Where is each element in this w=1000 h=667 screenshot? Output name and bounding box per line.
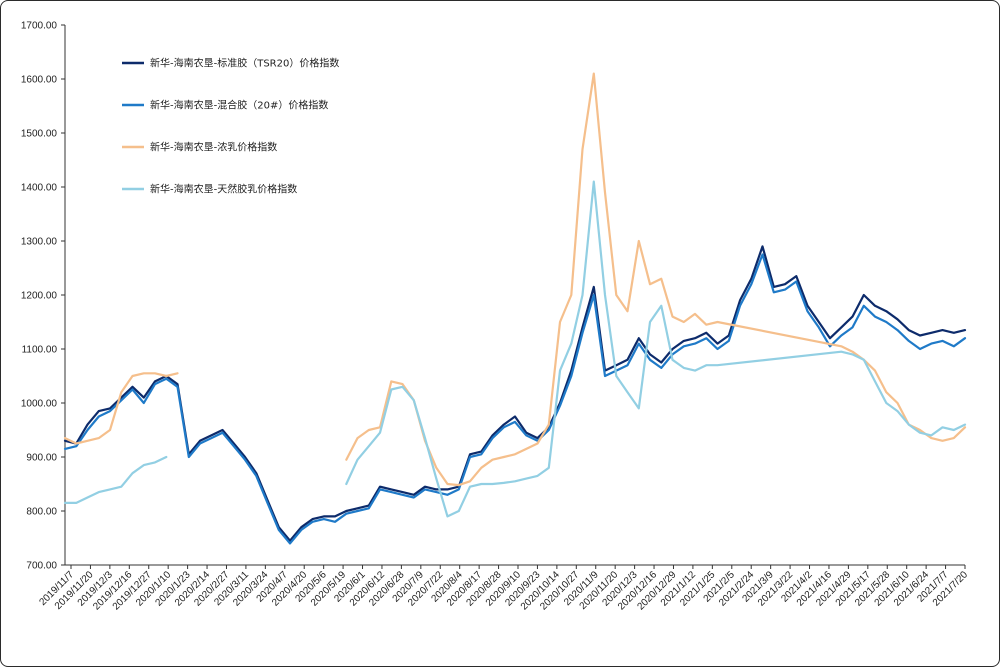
- y-tick-label: 1600.00: [21, 75, 58, 86]
- y-tick-label: 900.00: [26, 453, 57, 464]
- series-line-1: [63, 245, 967, 542]
- y-tick-label: 1400.00: [21, 183, 58, 194]
- y-tick-label: 1500.00: [21, 129, 58, 140]
- y-tick-label: 1000.00: [21, 399, 58, 410]
- legend-label-4: 新华-海南农垦-天然胶乳价格指数: [150, 183, 297, 196]
- legend-label-1: 新华-海南农垦-标准胶（TSR20）价格指数: [150, 57, 339, 70]
- y-tick-label: 1200.00: [21, 291, 58, 302]
- series-line-4: [63, 180, 967, 518]
- y-tick-label: 700.00: [26, 561, 57, 572]
- series-line-2: [63, 253, 967, 545]
- y-tick-label: 1100.00: [22, 345, 58, 356]
- y-tick-label: 800.00: [26, 507, 57, 518]
- y-tick-label: 1700.00: [21, 21, 58, 32]
- legend-label-2: 新华-海南农垦-混合胶（20#）价格指数: [150, 99, 328, 112]
- series-lines: [63, 72, 967, 545]
- x-axis-ticks: 2019/11/72019/11/202019/12/32019/12/1620…: [37, 565, 970, 613]
- legend: 新华-海南农垦-标准胶（TSR20）价格指数新华-海南农垦-混合胶（20#）价格…: [122, 57, 339, 196]
- legend-label-3: 新华-海南农垦-浓乳价格指数: [150, 141, 277, 154]
- y-axis-ticks: 700.00 800.00 900.00 1000.00 1100.00 1200.00 1…: [21, 21, 65, 572]
- y-tick-label: 1300.00: [21, 237, 58, 248]
